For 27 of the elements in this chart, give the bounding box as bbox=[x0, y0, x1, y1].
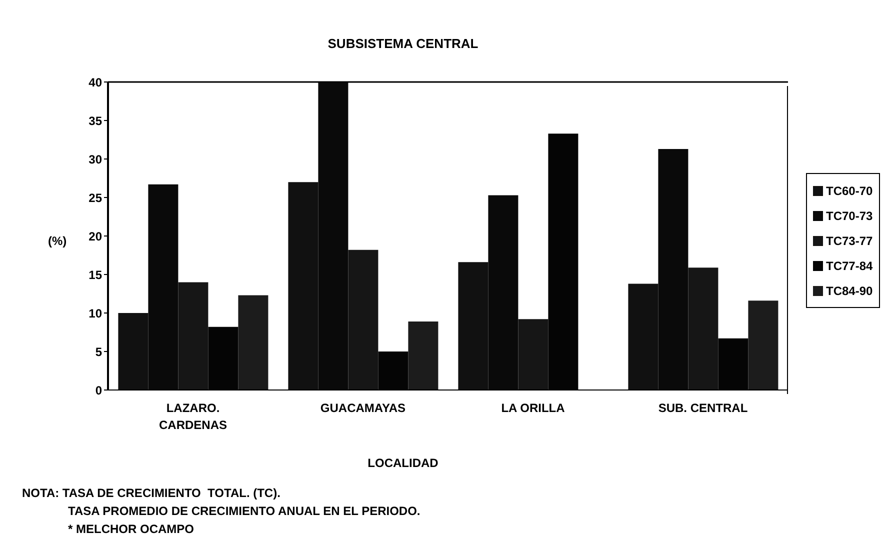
legend-label: TC70-73 bbox=[826, 208, 873, 222]
bar bbox=[748, 300, 778, 390]
x-axis-title: LOCALIDAD bbox=[366, 456, 440, 470]
y-tick-label: 20 bbox=[88, 229, 102, 244]
text: NOTA: TASA DE CRECIMIENTO TOTAL. (TC). bbox=[22, 486, 280, 500]
x-tick-label: LAZARO. CARDENAS bbox=[158, 401, 228, 432]
y-tick-label: 0 bbox=[95, 383, 102, 398]
y-tick-label: 10 bbox=[88, 306, 102, 320]
y-axis-title: (%) bbox=[48, 234, 67, 248]
y-tick-label: 35 bbox=[88, 114, 102, 128]
x-tick-label: GUACAMAYAS bbox=[320, 401, 406, 415]
x-tick-label: SUB. CENTRAL bbox=[658, 401, 748, 415]
text: * MELCHOR OCAMPO bbox=[68, 522, 194, 536]
x-tick-label: LA ORILLA bbox=[501, 401, 566, 415]
legend-label: TC73-77 bbox=[826, 234, 873, 248]
chart-title: SUBSISTEMA CENTRAL bbox=[326, 36, 480, 51]
bar bbox=[408, 321, 438, 390]
text: TASA PROMEDIO DE CRECIMIENTO ANUAL EN EL PERIODO. bbox=[68, 504, 420, 518]
y-tick-label: 40 bbox=[88, 75, 102, 90]
y-tick-label: 30 bbox=[88, 152, 102, 166]
legend-label: TC60-70 bbox=[826, 184, 873, 198]
bar bbox=[238, 295, 268, 390]
legend-label: TC84-90 bbox=[826, 284, 873, 298]
y-tick-label: 5 bbox=[95, 344, 102, 359]
y-tick-label: 15 bbox=[88, 268, 102, 282]
legend-label: TC77-84 bbox=[826, 258, 873, 272]
y-tick-label: 25 bbox=[88, 190, 102, 205]
